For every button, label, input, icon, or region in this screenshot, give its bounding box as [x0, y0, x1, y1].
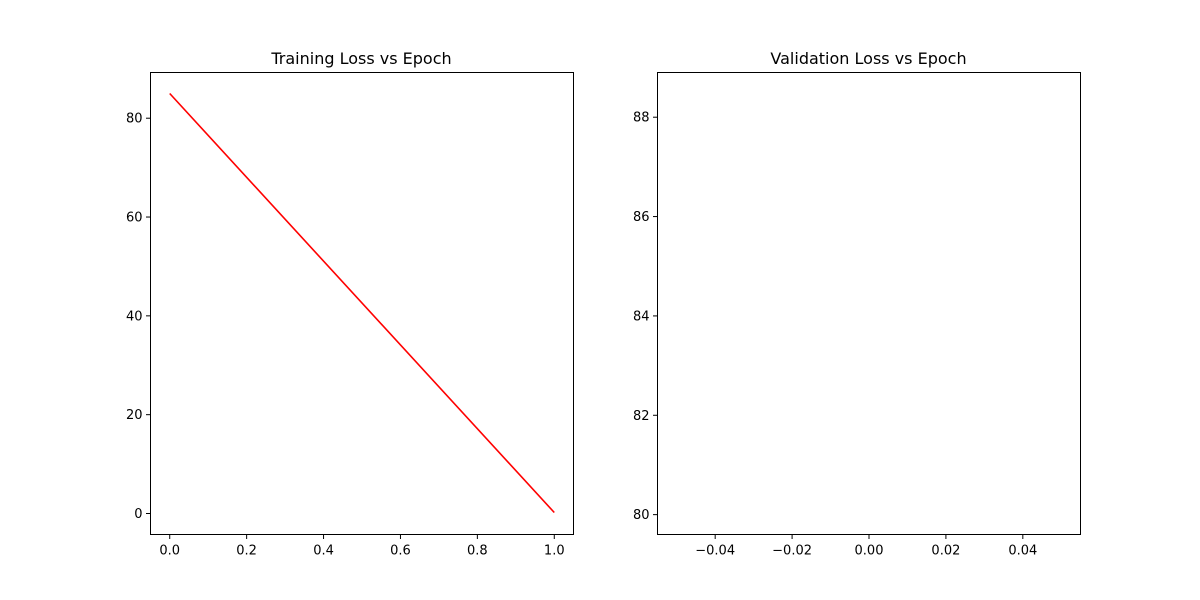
training-loss-x-tick-label: 0.0: [159, 544, 180, 559]
validation-loss-y-tick-label: 86: [633, 210, 650, 225]
validation-loss-x-tick-label: 0.04: [1008, 544, 1037, 559]
training-loss-x-tick-label: 0.8: [467, 544, 488, 559]
training-loss-x-tick-label: 0.4: [313, 544, 334, 559]
training-loss-y-tick-label: 0: [134, 507, 142, 522]
training-loss-x-tick-label: 1.0: [544, 544, 565, 559]
validation-loss-title: Validation Loss vs Epoch: [770, 49, 966, 68]
validation-loss-y-tick-label: 84: [633, 309, 650, 324]
training-loss-title: Training Loss vs Epoch: [270, 49, 451, 68]
validation-loss-x-tick-label: 0.02: [931, 544, 960, 559]
training-loss-series-line: [169, 92, 555, 514]
training-loss-plot-frame: [150, 72, 574, 535]
validation-loss-x-tick-label: −0.04: [695, 544, 735, 559]
training-loss-panel: Training Loss vs Epoch 0.0 0.2 0.4 0.6 0.8 1.…: [126, 49, 574, 559]
training-loss-y-tick-label: 40: [126, 309, 143, 324]
training-loss-x-tick-label: 0.6: [390, 544, 411, 559]
validation-loss-y-tick-label: 82: [633, 409, 650, 424]
training-loss-ticks: 0.0 0.2 0.4 0.6 0.8 1.0 0 20 40 60 80: [126, 112, 565, 559]
training-loss-y-tick-label: 60: [126, 211, 143, 226]
validation-loss-plot-frame: [657, 72, 1081, 535]
training-loss-x-tick-label: 0.2: [236, 544, 257, 559]
validation-loss-y-tick-label: 88: [633, 111, 650, 126]
validation-loss-ticks: −0.04 −0.02 0.00 0.02 0.04 80 82 84 86 88: [633, 111, 1037, 559]
validation-loss-y-tick-label: 80: [633, 508, 650, 523]
training-loss-y-tick-label: 20: [126, 408, 143, 423]
validation-loss-panel: Validation Loss vs Epoch −0.04 −0.02 0.00 0…: [633, 49, 1081, 559]
validation-loss-x-tick-label: −0.02: [772, 544, 812, 559]
training-loss-lines: [169, 92, 555, 514]
training-loss-y-tick-label: 80: [126, 112, 143, 127]
validation-loss-x-tick-label: 0.00: [855, 544, 884, 559]
